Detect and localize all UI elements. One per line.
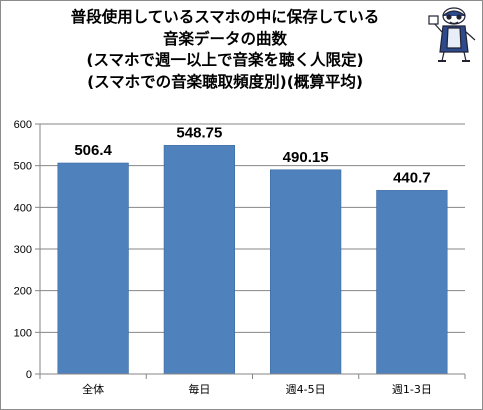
chart-title-line-1: 普段使用しているスマホの中に保存している [70,8,380,26]
chart-title-line-4: (スマホでの音楽聴取頻度別)(概算平均) [87,72,363,91]
bar-2 [269,169,342,375]
bars [57,145,448,375]
y-tick-label-4: 400 [14,202,32,214]
category-label-3: 週1-3日 [392,383,432,396]
data-label-2: 490.15 [283,149,329,166]
y-tick-label-5: 500 [14,161,32,173]
y-tick-label-6: 600 [14,119,32,131]
data-label-0: 506.4 [74,142,112,159]
y-tick-label-2: 200 [14,286,32,298]
y-tick-label-3: 300 [14,244,32,256]
chart-title-line-3: (スマホで週一以上で音楽を聴く人限定) [86,51,364,69]
category-label-0: 全体 [82,382,104,396]
category-label-1: 毎日 [188,383,210,396]
chart-title-line-2: 音楽データの曲数 [162,29,287,48]
axes [35,123,466,379]
category-label-2: 週4-5日 [286,383,326,396]
y-tick-label-1: 100 [14,327,32,339]
mascot-icon [428,7,476,62]
data-label-1: 548.75 [176,124,222,141]
bar-0 [57,162,129,375]
y-tick-label-0: 0 [26,369,32,381]
labels: 0 100 200 300 400 500 600 506.4 全体 548.75 毎日 490.15… [14,119,432,396]
data-label-3: 440.7 [393,169,431,186]
bar-1 [163,145,236,375]
bar-3 [376,190,448,375]
chart-title: 普段使用しているスマホの中に保存している 音楽データの曲数 (スマホで週一以上で… [20,7,430,93]
